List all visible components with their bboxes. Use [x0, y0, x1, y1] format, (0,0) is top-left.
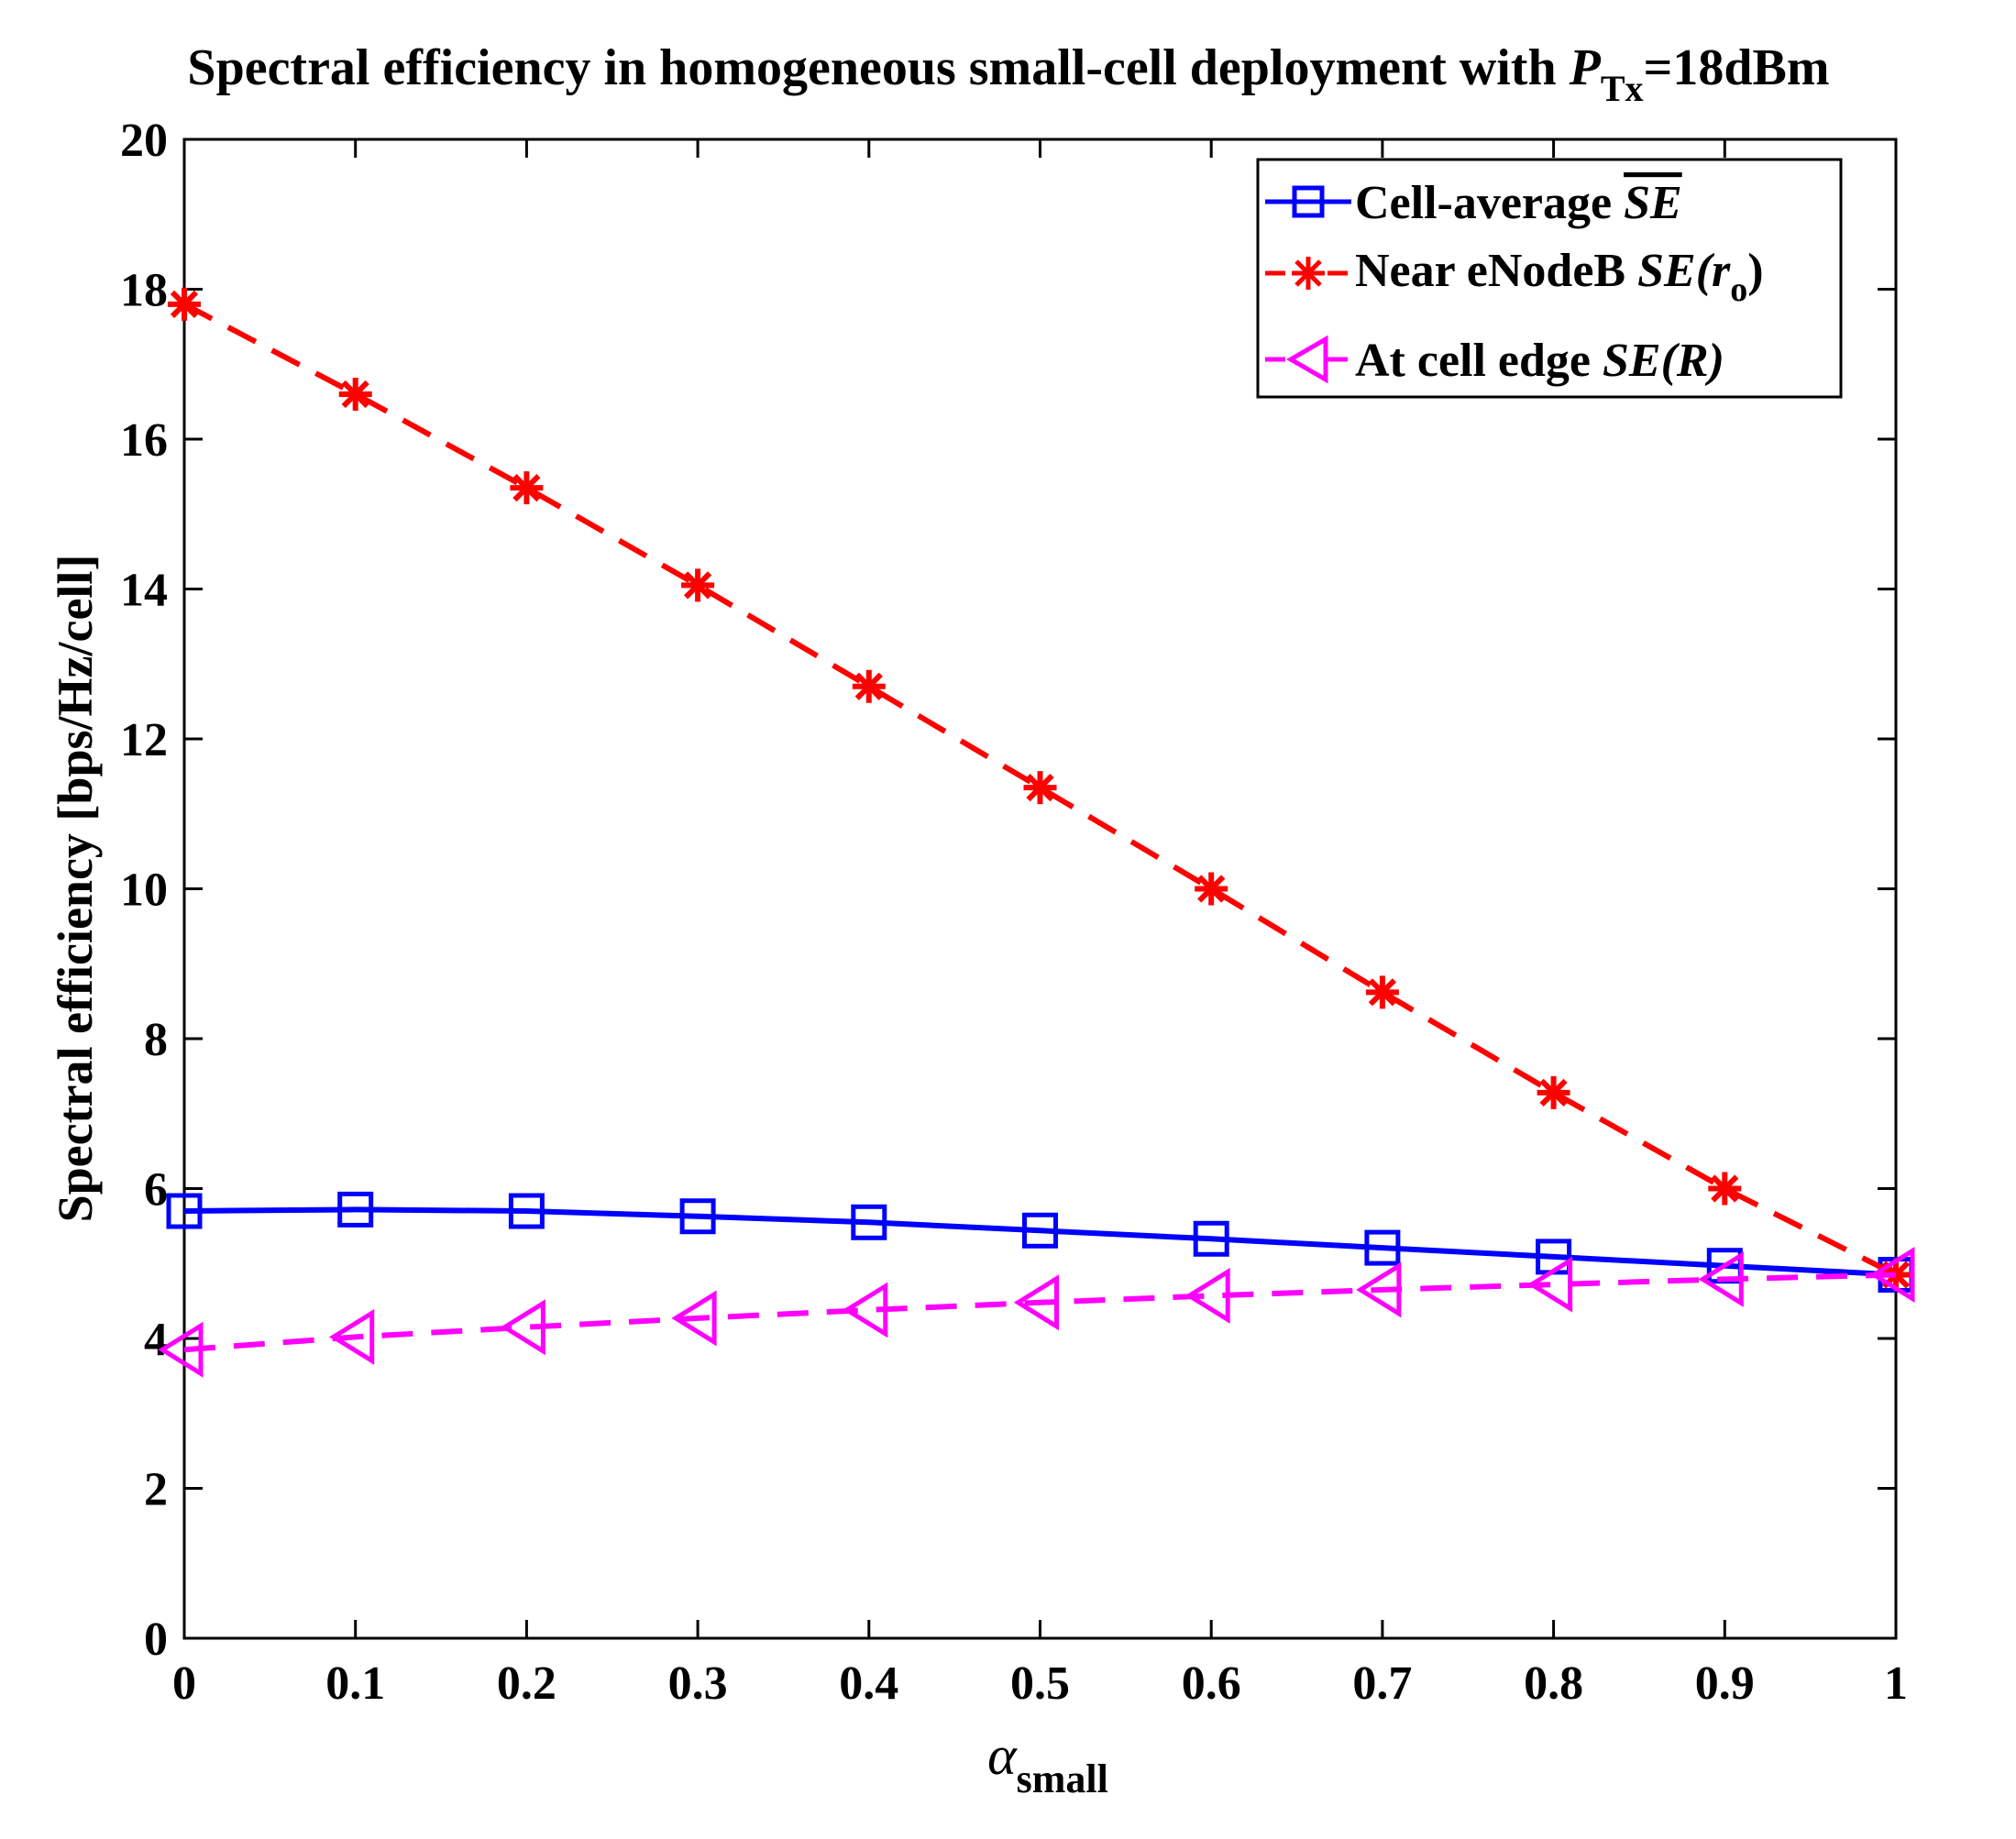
legend-math-near-enodeb: SE(r	[1637, 245, 1731, 297]
y-tick-label: 16	[120, 414, 168, 467]
y-tick-label: 8	[144, 1014, 168, 1066]
legend-entry-cell-average: Cell-average SE	[1265, 177, 1682, 229]
data-point	[1193, 1220, 1229, 1257]
x-tick-label: 0.1	[325, 1657, 385, 1710]
legend: Cell-average SE Near eNodeB SE(ro) At ce…	[1256, 158, 1843, 399]
x-tick-labels: 0 0.1 0.2 0.3 0.4 0.5 0.6 0.7 0.8 0.9 1	[172, 1657, 1908, 1710]
data-point	[510, 471, 544, 505]
legend-marker-triangle-left	[1286, 335, 1328, 384]
legend-text-cell-average: Cell-average	[1355, 177, 1624, 229]
x-tick-label: 0.3	[668, 1657, 728, 1710]
data-point	[1184, 1267, 1230, 1324]
series-line	[183, 1206, 1897, 1278]
x-tick-label: 0.5	[1010, 1657, 1070, 1710]
y-tick-label: 20	[120, 115, 168, 167]
legend-marker-square	[1292, 185, 1325, 218]
data-point	[843, 1282, 888, 1338]
y-tick-label: 10	[120, 864, 168, 917]
data-point	[1537, 1075, 1570, 1109]
data-point	[166, 1193, 203, 1229]
x-tick-label: 0.8	[1524, 1657, 1583, 1710]
series-1	[168, 287, 1912, 1292]
legend-box	[1256, 158, 1843, 399]
axis-ticks	[182, 138, 1898, 1640]
data-point	[681, 568, 715, 602]
series-line	[183, 1272, 1897, 1353]
legend-math-cell-average: SE	[1624, 177, 1682, 229]
data-point	[1022, 1212, 1058, 1249]
data-point	[158, 1321, 204, 1378]
data-point	[337, 1191, 374, 1228]
data-point	[1356, 1261, 1402, 1318]
data-point	[1708, 1172, 1742, 1206]
chart-title-prefix: Spectral efficiency in homogeneous small…	[187, 39, 1569, 96]
data-point	[1195, 872, 1228, 906]
data-point	[1526, 1256, 1573, 1313]
y-tick-label: 18	[120, 265, 168, 317]
data-point	[1698, 1250, 1744, 1307]
data-point	[508, 1193, 545, 1229]
data-point	[328, 1308, 375, 1365]
legend-entry-cell-edge: At cell edge SE(R)	[1265, 335, 1724, 387]
series-line	[182, 302, 1898, 1278]
data-point	[1869, 1247, 1915, 1304]
y-tick-label: 4	[144, 1314, 168, 1366]
y-tick-label: 12	[120, 714, 168, 766]
x-tick-label: 0	[172, 1657, 196, 1710]
x-axis-label-symbol: α	[987, 1725, 1018, 1786]
data-point	[1023, 771, 1057, 805]
x-tick-label: 1	[1884, 1657, 1908, 1710]
chart-title: Spectral efficiency in homogeneous small…	[187, 39, 1829, 109]
y-tick-labels: 0 2 4 6 8 10 12 14 16 18 20	[120, 115, 168, 1666]
data-point	[679, 1198, 716, 1235]
x-tick-label: 0.9	[1695, 1657, 1755, 1710]
data-point	[1364, 1229, 1401, 1266]
y-axis-label: Spectral efficiency [bps/Hz/cell]	[48, 555, 103, 1223]
legend-sub-near-enodeb: o	[1730, 270, 1747, 309]
x-axis-label: αsmall	[987, 1725, 1108, 1801]
data-point	[168, 287, 201, 321]
x-tick-label: 0.7	[1352, 1657, 1412, 1710]
legend-text-cell-edge: At cell edge	[1355, 335, 1603, 387]
x-tick-label: 0.2	[497, 1657, 556, 1710]
legend-entry-near-enodeb: Near eNodeB SE(ro)	[1265, 245, 1764, 309]
x-tick-label: 0.6	[1182, 1657, 1241, 1710]
y-tick-label: 6	[144, 1164, 168, 1217]
legend-label-cell-average: Cell-average SE	[1355, 177, 1682, 229]
legend-label-near-enodeb: Near eNodeB SE(ro)	[1355, 245, 1764, 309]
data-point	[1365, 975, 1399, 1009]
data-point	[852, 669, 886, 703]
data-point	[671, 1290, 717, 1347]
y-tick-label: 14	[120, 565, 168, 617]
x-tick-label: 0.4	[839, 1657, 898, 1710]
series-layer	[158, 287, 1915, 1378]
legend-close-near-enodeb: )	[1747, 245, 1763, 297]
data-point	[851, 1204, 887, 1240]
series-2	[158, 1247, 1915, 1378]
legend-label-cell-edge: At cell edge SE(R)	[1355, 335, 1724, 387]
x-axis-label-sub: small	[1017, 1756, 1108, 1801]
y-tick-label: 2	[144, 1464, 168, 1516]
legend-math-cell-edge: SE(R)	[1603, 335, 1724, 387]
y-tick-label: 0	[144, 1613, 168, 1666]
chart-title-sub: Tx	[1601, 68, 1644, 109]
data-point	[1013, 1274, 1059, 1331]
legend-marker-asterisk	[1292, 257, 1325, 290]
data-point	[338, 377, 372, 411]
chart-title-suffix: =18dBm	[1644, 39, 1830, 96]
data-point	[500, 1299, 545, 1356]
chart-title-var: P	[1569, 39, 1602, 96]
legend-text-near-enodeb: Near eNodeB	[1355, 245, 1637, 297]
